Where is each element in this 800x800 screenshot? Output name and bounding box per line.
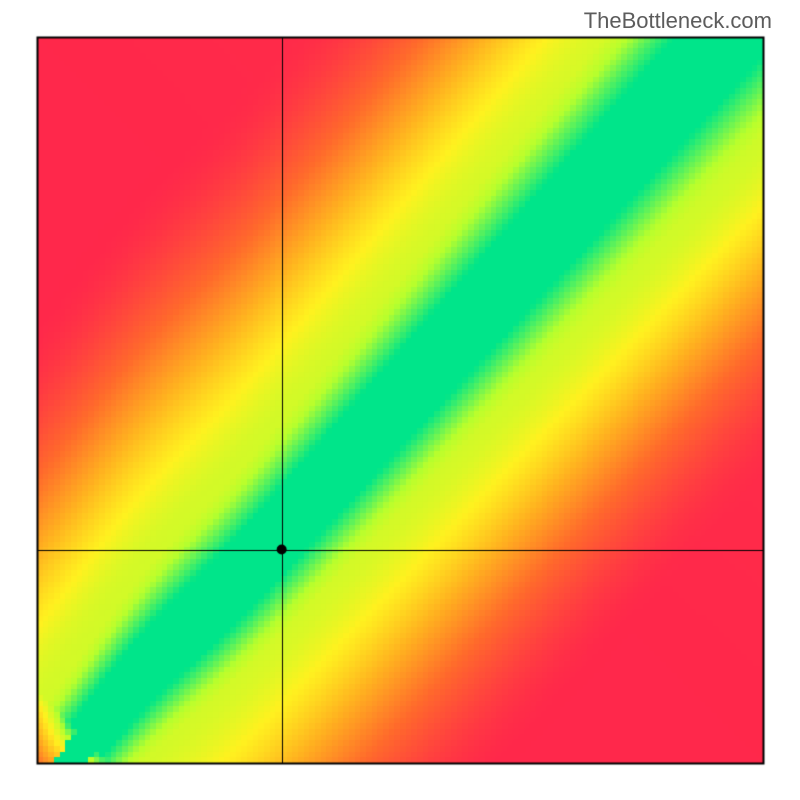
source-watermark: TheBottleneck.com [584, 8, 772, 34]
bottleneck-heatmap [0, 0, 800, 800]
